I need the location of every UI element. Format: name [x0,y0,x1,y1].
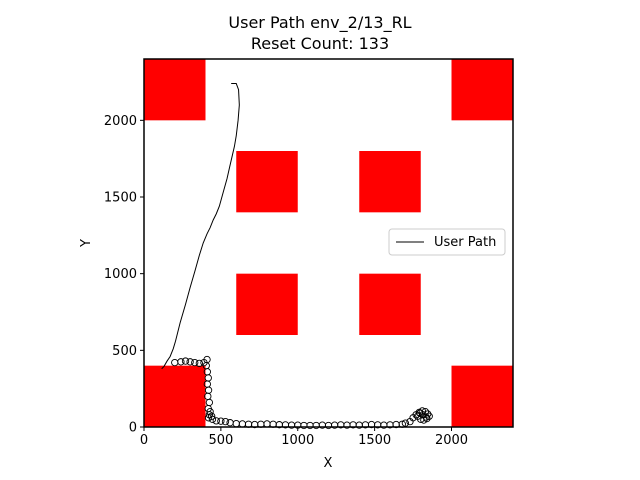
chart-title: User Path env_2/13_RL [228,13,411,33]
obstacle-6 [144,365,206,427]
obstacle-0 [144,59,206,121]
reset-point-20 [208,415,217,423]
obstacle-2 [236,151,298,213]
obstacle-7 [451,365,513,427]
x-tick-label-2: 1000 [281,433,314,448]
reset-point-68 [422,413,430,421]
obstacles-layer [144,59,513,427]
x-tick-label-3: 1500 [358,433,391,448]
obstacle-3 [359,151,421,213]
reset-point-4 [191,358,199,367]
y-tick-label-2: 1000 [104,267,137,282]
y-ticks: 0 500 1000 1500 2000 [104,114,144,436]
reset-point-21 [212,417,220,425]
y-axis-label: Y [79,239,94,248]
chart-subtitle: Reset Count: 133 [251,34,389,53]
legend-box [388,228,506,256]
reset-point-19 [204,414,213,422]
reset-point-58 [418,407,426,415]
obstacle-1 [451,59,513,121]
obstacle-4 [236,273,298,335]
user-path-layer [161,83,240,370]
plot-frame [143,58,514,428]
reset-points-layer [171,355,433,430]
y-tick-label-3: 1500 [104,191,137,206]
legend: User Path [388,228,506,256]
x-tick-label-4: 2000 [435,433,468,448]
series-line-0 [161,83,240,370]
reset-point-22 [217,417,225,425]
obstacle-5 [359,273,421,335]
x-ticks: 0 500 1000 1500 2000 [140,427,468,448]
reset-point-5 [195,359,204,368]
y-tick-label-0: 0 [129,421,137,436]
reset-point-1 [177,358,185,366]
legend-label-user-path: User Path [434,235,496,250]
y-tick-label-4: 2000 [104,114,137,129]
x-tick-label-1: 500 [208,433,233,448]
reset-point-3 [186,358,194,366]
y-tick-label-1: 500 [112,344,137,359]
x-tick-label-0: 0 [140,433,148,448]
reset-point-2 [181,357,190,365]
reset-point-23 [221,417,230,426]
x-axis-label: X [324,456,333,471]
